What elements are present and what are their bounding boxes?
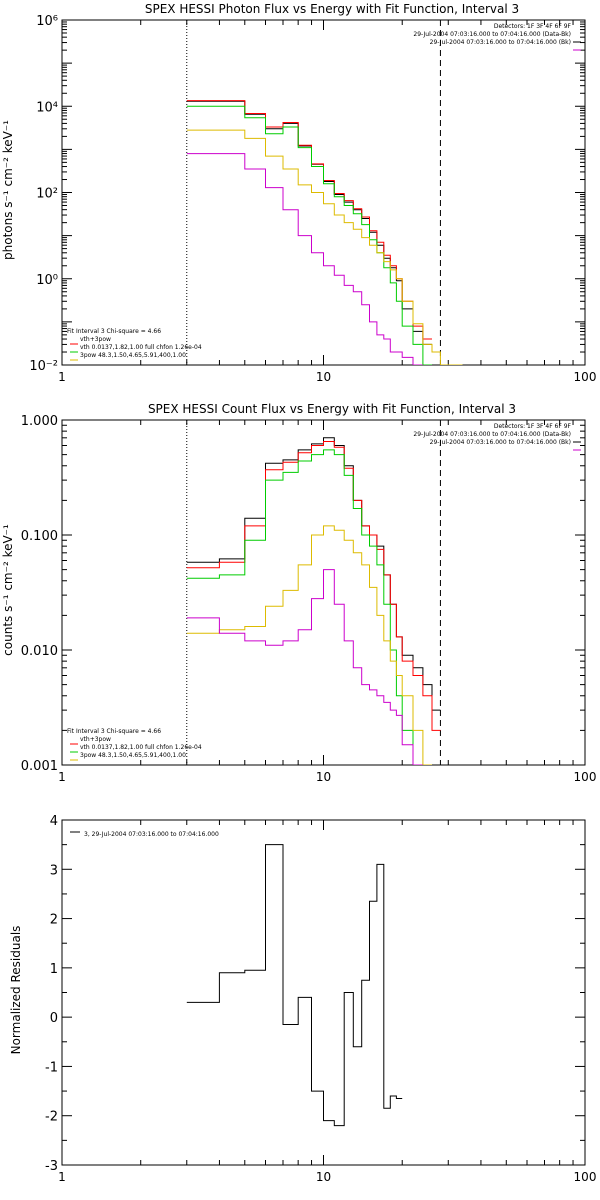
x-tick-label: 10: [316, 370, 331, 384]
x-tick-label: 10: [316, 770, 331, 784]
y-tick-label: 10⁰: [36, 273, 58, 288]
spectrum-series-2: [186, 105, 432, 365]
y-tick-label: 10²: [36, 187, 58, 202]
spectrum-series-2: [186, 449, 423, 765]
y-tick-label: 1: [50, 962, 58, 977]
count-flux-title: SPEX HESSI Count Flux vs Energy with Fit…: [148, 402, 516, 416]
info-data-bk: 29-Jul-2004 07:03:16.000 to 07:04:16.000…: [413, 31, 571, 38]
spectrum-series-1: [186, 441, 441, 731]
legend-label-thermal: vth 0.0137,1.82,1.00 full chfon 1.26e-04: [80, 744, 202, 751]
x-tick-label: 1: [58, 770, 66, 784]
info-bk: 29-Jul-2004 07:03:16.000 to 07:04:16.000…: [430, 439, 571, 446]
x-tick-label: 1: [58, 370, 66, 384]
y-tick-label: 10⁻²: [29, 359, 58, 374]
legend-label-residual: 3, 29-Jul-2004 07:03:16.000 to 07:04:16.…: [84, 831, 219, 838]
spectrum-series-3: [186, 129, 463, 365]
spectrum-series-3: [186, 525, 432, 765]
spectrum-series-4: [186, 153, 423, 365]
legend-label-total: vth+3pow: [80, 336, 111, 343]
x-tick-label: 10: [316, 1170, 331, 1184]
spectrum-series-4: [186, 569, 423, 765]
photon-flux-ylabel: photons s⁻¹ cm⁻² keV⁻¹: [1, 120, 15, 260]
y-tick-label: -1: [45, 1060, 58, 1075]
residuals-legend: 3, 29-Jul-2004 07:03:16.000 to 07:04:16.…: [84, 831, 219, 838]
count-flux-panel: SPEX HESSI Count Flux vs Energy with Fit…: [1, 402, 596, 784]
y-tick-label: -3: [45, 1159, 58, 1174]
x-tick-label: 100: [574, 370, 597, 384]
fit-title: Fit Interval 3 Chi-square = 4.66: [67, 328, 161, 335]
y-tick-label: 2: [50, 913, 58, 928]
count-flux-ylabel: counts s⁻¹ cm⁻² keV⁻¹: [1, 524, 15, 656]
y-tick-label: 1.000: [21, 414, 58, 429]
count-flux-info: Detectors: 1F 3F 4F 6F 9F 29-Jul-2004 07…: [413, 423, 571, 446]
photon-flux-info: Detectors: 1F 3F 4F 6F 9F 29-Jul-2004 07…: [413, 23, 571, 46]
legend-label-powerlaw: 3pow 48.3,1.50,4.65,5.91,400,1.00: [80, 752, 186, 759]
y-tick-label: -2: [45, 1110, 58, 1125]
y-tick-label: 10⁴: [36, 100, 58, 115]
residuals-panel: Normalized Residuals 3, 29-Jul-2004 07:0…: [9, 814, 596, 1184]
y-tick-label: 0.001: [21, 759, 58, 774]
y-tick-label: 10⁶: [36, 14, 58, 29]
info-detectors: Detectors: 1F 3F 4F 6F 9F: [494, 23, 572, 30]
legend-label-powerlaw: 3pow 48.3,1.50,4.65,5.91,400,1.00: [80, 352, 186, 359]
info-data-bk: 29-Jul-2004 07:03:16.000 to 07:04:16.000…: [413, 431, 571, 438]
info-bk: 29-Jul-2004 07:03:16.000 to 07:04:16.000…: [430, 39, 571, 46]
legend-label-thermal: vth 0.0137,1.82,1.00 full chfon 1.26e-04: [80, 344, 202, 351]
photon-flux-legend: Fit Interval 3 Chi-square = 4.66 vth+3po…: [67, 328, 202, 359]
residuals-ylabel: Normalized Residuals: [9, 926, 23, 1055]
photon-flux-panel: SPEX HESSI Photon Flux vs Energy with Fi…: [1, 2, 596, 384]
count-flux-legend: Fit Interval 3 Chi-square = 4.66 vth+3po…: [67, 728, 202, 759]
y-tick-label: 4: [50, 814, 58, 829]
x-tick-label: 100: [574, 1170, 597, 1184]
y-tick-label: 0.010: [21, 644, 58, 659]
spectrum-series-0: [186, 844, 403, 1127]
y-tick-label: 0.100: [21, 529, 58, 544]
photon-flux-title: SPEX HESSI Photon Flux vs Energy with Fi…: [145, 2, 519, 16]
y-tick-label: 3: [50, 863, 58, 878]
x-tick-label: 100: [574, 770, 597, 784]
fit-title: Fit Interval 3 Chi-square = 4.66: [67, 728, 161, 735]
info-detectors: Detectors: 1F 3F 4F 6F 9F: [494, 423, 572, 430]
x-tick-label: 1: [58, 1170, 66, 1184]
y-tick-label: 0: [50, 1011, 58, 1026]
legend-label-total: vth+3pow: [80, 736, 111, 743]
